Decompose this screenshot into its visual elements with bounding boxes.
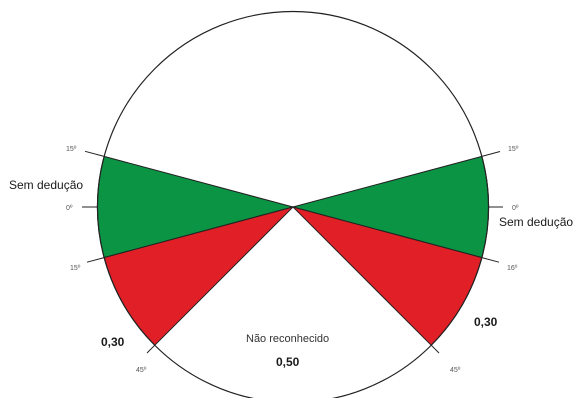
tick-right-45 xyxy=(430,344,440,354)
angle-label-left-45: 45º xyxy=(136,367,147,374)
angle-label-right-0: 0º xyxy=(512,205,519,212)
tick-right-15-top xyxy=(481,151,501,157)
angle-label-right-16: 16º xyxy=(507,265,518,272)
right-no-deduction-label: Sem dedução xyxy=(499,215,573,229)
angle-label-right-15-top: 15º xyxy=(508,146,519,153)
angle-label-right-45: 45º xyxy=(450,367,461,374)
tick-left-15-bottom xyxy=(86,257,105,263)
not-recognized-value: 0,50 xyxy=(276,355,300,369)
angle-label-left-15-top: 15º xyxy=(66,146,77,153)
left-red-value: 0,30 xyxy=(101,335,125,349)
tick-left-45 xyxy=(146,344,156,354)
not-recognized-label: Não reconhecido xyxy=(246,333,329,345)
tick-left-15-top xyxy=(84,150,105,157)
angle-label-left-15-bottom: 15º xyxy=(70,265,81,272)
angle-label-left-0: 0º xyxy=(66,205,73,212)
left-no-deduction-label: Sem dedução xyxy=(9,178,83,192)
tick-right-16 xyxy=(481,257,500,263)
right-red-value: 0,30 xyxy=(474,315,498,329)
